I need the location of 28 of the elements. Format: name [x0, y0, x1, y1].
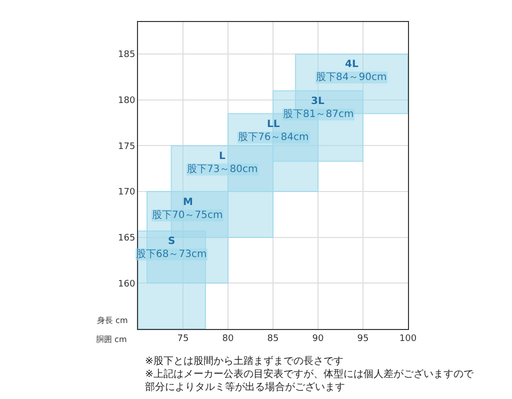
annotation: 股下73～80cm — [187, 164, 258, 175]
annotation: 股下81～87cm — [283, 109, 354, 120]
y-tick-label: 160 — [118, 279, 136, 290]
text: ※股下とは股間から土踏まずまでの長さです — [145, 355, 344, 367]
series-label: S — [168, 236, 176, 247]
x-tick-label: 95 — [357, 334, 369, 344]
annotation: 股下76～84cm — [238, 132, 309, 143]
series-label: M — [183, 197, 193, 208]
x-tick-label: 90 — [312, 334, 324, 344]
series-label: 3L — [311, 96, 325, 107]
x-tick-label: 75 — [177, 334, 189, 344]
text: ※上記はメーカー公表の目安表ですが、体型には個人差がございますので — [145, 368, 474, 380]
y-tick-label: 165 — [118, 234, 136, 244]
annotation: 股下70～75cm — [152, 210, 223, 221]
x-tick-label: 100 — [399, 334, 417, 344]
y-axis-title: 身長 cm — [97, 316, 128, 325]
annotation: 股下84～90cm — [316, 72, 387, 83]
y-tick-label: 180 — [118, 96, 136, 106]
text: 部分によりタルミ等が出る場合がございます — [145, 381, 345, 393]
y-tick-label: 175 — [118, 142, 136, 152]
series-label: LL — [267, 119, 280, 130]
y-tick-label: 170 — [118, 188, 136, 198]
x-tick-label: 85 — [267, 334, 279, 344]
series-label: 4L — [345, 59, 359, 70]
y-tick-label: 185 — [118, 50, 136, 60]
series-label: L — [219, 151, 226, 162]
x-tick-label: 80 — [222, 334, 234, 344]
x-axis-title: 胴囲 cm — [96, 335, 127, 344]
